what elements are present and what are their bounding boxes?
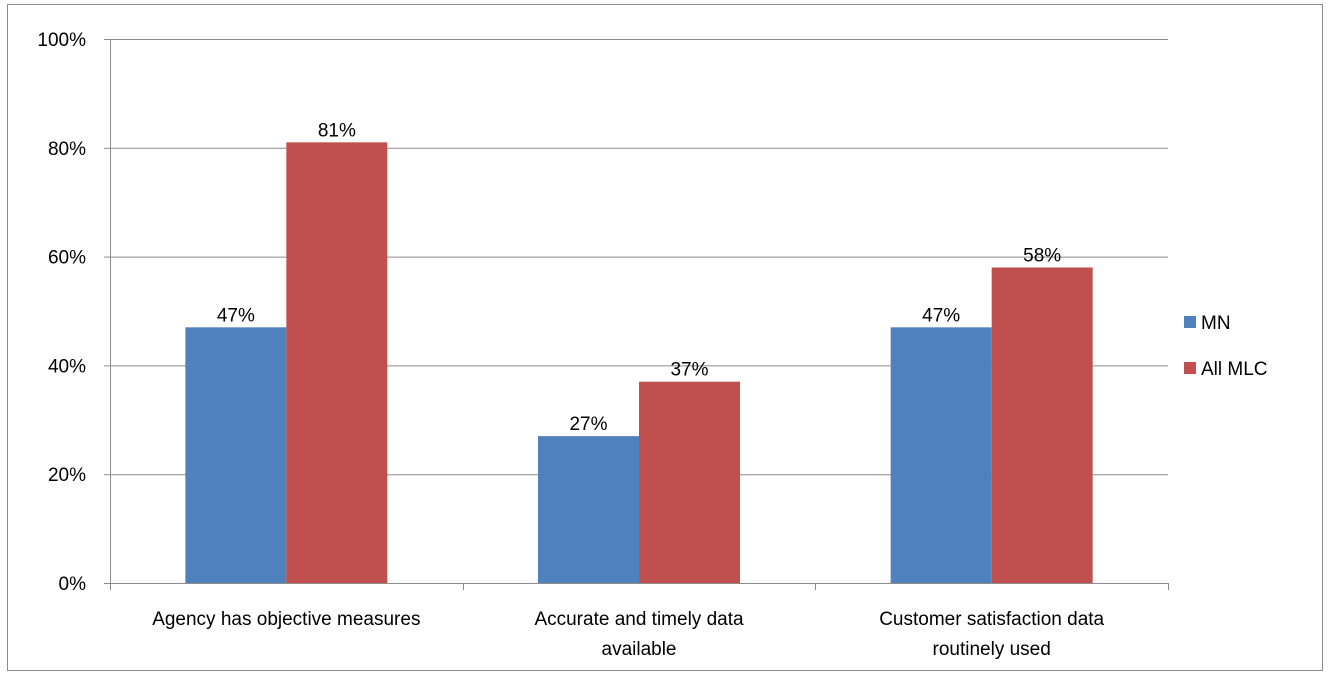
x-category-label: Agency has objective measures [152,609,420,630]
data-label: 81% [318,120,356,141]
y-tick-label: 0% [59,574,87,595]
bar-all-mlc [639,381,740,583]
bar-all-mlc [991,267,1093,583]
legend-swatch [1184,316,1196,328]
x-category-label: routinely used [933,639,1051,660]
bar-all-mlc [286,142,388,584]
y-tick-label: 100% [37,30,86,51]
y-tick-label: 40% [48,356,86,377]
data-label: 27% [569,414,607,435]
legend-label: All MLC [1201,359,1268,380]
data-label: 37% [670,360,708,381]
bars [185,142,1093,584]
data-label: 47% [922,305,960,326]
bar-mn [538,436,639,583]
legend-label: MN [1201,313,1231,334]
y-tick-label: 80% [48,139,86,160]
y-tick-label: 20% [48,465,86,486]
labels: 0% 20% 40% 60% 80% 100% 47% 81% Agency has objec… [37,30,1104,660]
legend: MN All MLC [1184,313,1268,380]
x-category-label: available [602,639,677,660]
y-tick-label: 60% [48,248,86,269]
bar-mn [185,327,287,583]
axes [104,39,1169,590]
x-category-label: Accurate and timely data [534,609,744,630]
bar-mn [890,327,992,583]
data-label: 47% [217,305,255,326]
data-label: 58% [1023,245,1061,266]
x-category-label: Customer satisfaction data [879,609,1104,630]
legend-swatch [1184,362,1196,374]
